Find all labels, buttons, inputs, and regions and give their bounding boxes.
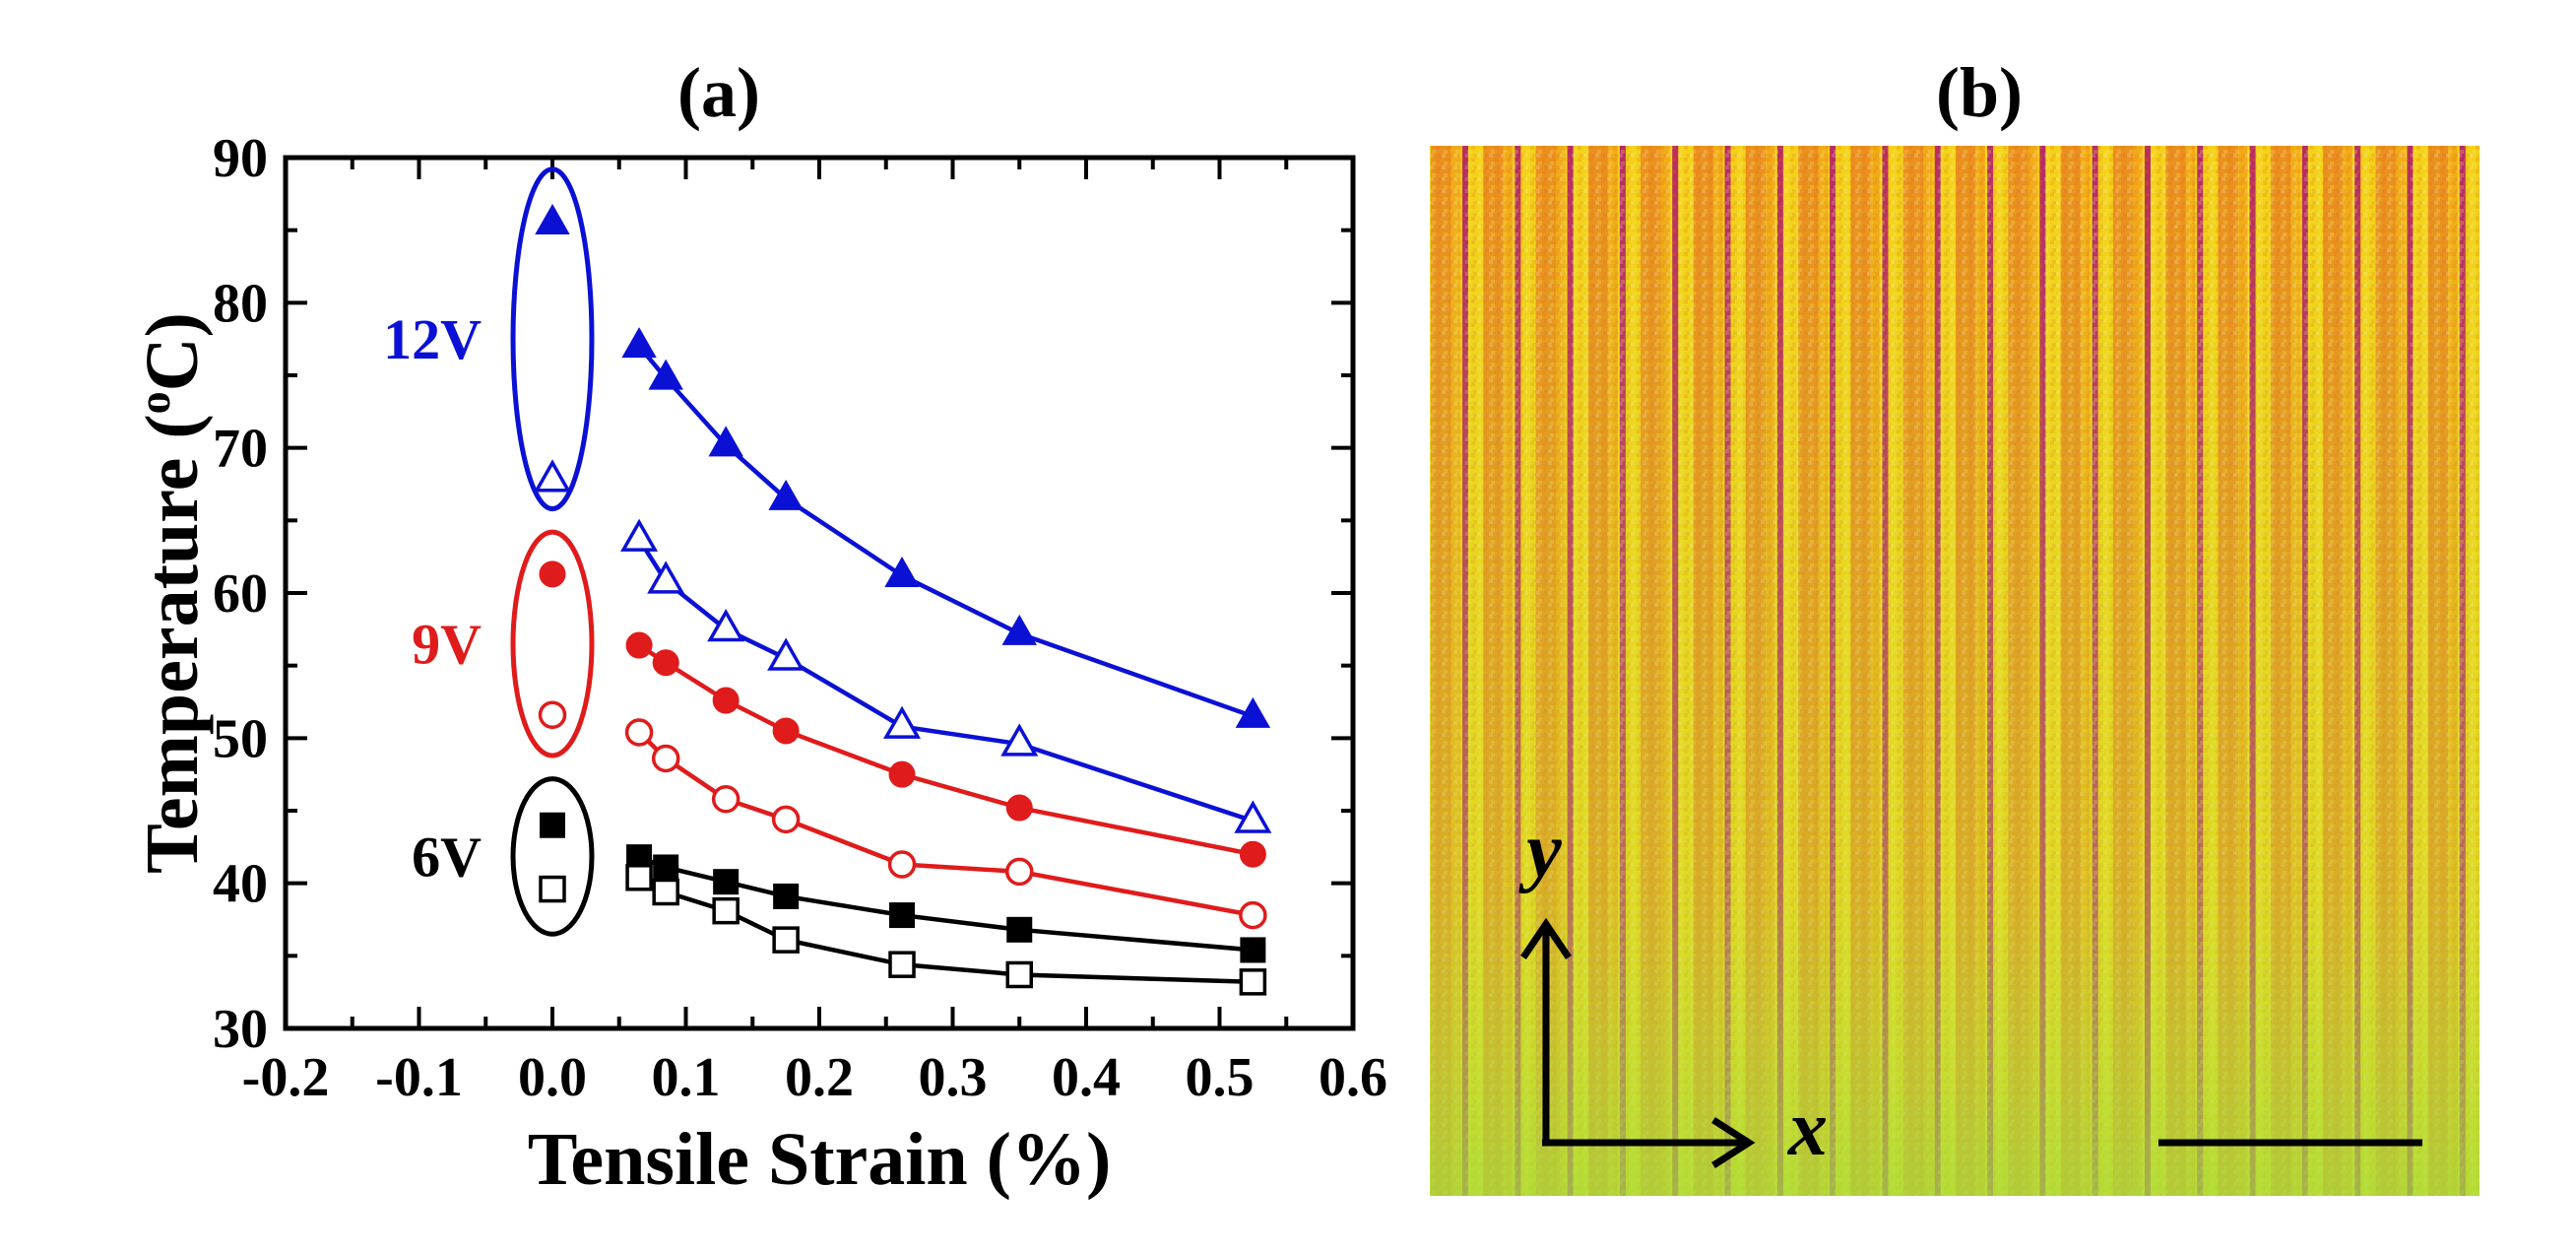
marker-3-6 <box>1239 900 1267 930</box>
marker-1-4 <box>882 705 922 739</box>
marker-3-0 <box>624 718 654 747</box>
y-tick-label: 70 <box>213 419 268 480</box>
series-line-1 <box>637 538 1255 824</box>
marker-2-5 <box>1005 794 1033 822</box>
marker-2-4 <box>888 760 916 788</box>
series-line-0 <box>637 345 1255 719</box>
marker-0-5 <box>1001 614 1037 645</box>
y-tick-label: 60 <box>213 563 268 625</box>
x-tick-label: 0.1 <box>652 1047 721 1108</box>
marker-3-5 <box>1005 857 1034 887</box>
marker-1-1 <box>647 561 685 594</box>
y-axis-title: Temperature (oC) <box>129 312 214 874</box>
panel-a-label: (a) <box>677 53 760 132</box>
marker-0-4 <box>884 556 920 587</box>
marker-1-6 <box>1234 800 1272 833</box>
marker-4-6 <box>1240 937 1266 963</box>
marker-0-1 <box>648 359 683 390</box>
group-label-6V: 6V <box>412 824 482 889</box>
panel-a-chart: (a) 30 40 50 60 70 80 90 -0.2 -0.1 0.0 0.1 0.2 0.3 0… <box>129 53 1387 1201</box>
group-label-12V: 12V <box>383 307 482 371</box>
x-tick-label: -0.1 <box>375 1047 463 1108</box>
x-tick-label: 0.3 <box>919 1047 988 1108</box>
y-tick-label: 80 <box>213 273 268 334</box>
panel-b-thermal-image: (b) y x <box>1430 53 2479 1196</box>
marker-1-5 <box>1000 723 1039 757</box>
x-tick-label: -0.2 <box>242 1047 330 1108</box>
thermal-map <box>1430 146 2479 1196</box>
marker-4-4 <box>889 902 916 929</box>
marker-1-2 <box>707 608 745 642</box>
y-axis-title-main: Temperature ( <box>131 414 214 873</box>
marker-4-5 <box>1006 916 1033 943</box>
marker-2-0 <box>625 631 653 659</box>
x-tick-label: 0.2 <box>785 1047 854 1108</box>
axis-ticks <box>284 156 1355 1030</box>
y-arrow-head <box>1520 917 1572 959</box>
x-tick-label: 0.5 <box>1186 1047 1255 1108</box>
marker-5-6 <box>1239 968 1267 996</box>
x-axis-title: Tensile Strain (%) <box>528 1118 1112 1201</box>
marker-unstrained-2 <box>539 561 566 588</box>
marker-4-1 <box>653 854 679 881</box>
marker-3-3 <box>771 805 801 834</box>
group-label-9V: 9V <box>412 613 482 677</box>
y-tick-label: 40 <box>213 854 268 915</box>
marker-3-1 <box>651 744 680 773</box>
marker-unstrained-3 <box>538 700 567 730</box>
marker-0-2 <box>708 426 743 457</box>
group-ellipse-9V <box>510 529 595 758</box>
marker-5-5 <box>1005 960 1033 989</box>
plot-frame <box>283 155 1356 1031</box>
marker-2-2 <box>712 687 740 714</box>
marker-unstrained-5 <box>539 875 566 903</box>
group-ellipse-6V <box>510 776 595 937</box>
marker-2-6 <box>1239 840 1266 868</box>
group-ellipse-12V <box>510 166 595 512</box>
marker-4-3 <box>773 883 800 909</box>
y-axis-title-sup: o <box>129 391 179 414</box>
data-markers <box>533 203 1272 996</box>
marker-unstrained-4 <box>540 812 565 838</box>
marker-5-2 <box>712 896 740 925</box>
marker-3-4 <box>887 850 917 879</box>
marker-1-3 <box>767 637 805 671</box>
y-tick-label: 30 <box>213 999 268 1060</box>
y-tick-label: 90 <box>213 128 268 189</box>
marker-5-0 <box>625 864 653 891</box>
y-tick-labels: 30 40 50 60 70 80 90 <box>213 128 268 1060</box>
x-tick-label: 0.4 <box>1052 1047 1121 1108</box>
marker-0-3 <box>768 479 804 510</box>
coordinate-axes: y x <box>1517 808 1828 1172</box>
x-axis-letter: x <box>1787 1086 1828 1172</box>
marker-5-4 <box>888 951 916 978</box>
x-tick-label: 0.6 <box>1319 1047 1387 1108</box>
marker-3-2 <box>711 784 741 814</box>
marker-1-0 <box>620 518 659 552</box>
x-tick-labels: -0.2 -0.1 0.0 0.1 0.2 0.3 0.4 0.5 0.6 <box>242 1047 1387 1108</box>
marker-2-1 <box>652 649 679 677</box>
marker-2-3 <box>772 717 800 745</box>
marker-5-1 <box>652 878 679 906</box>
marker-0-0 <box>621 327 657 359</box>
x-arrow-head <box>1711 1117 1756 1168</box>
voltage-groups: 12V 9V 6V <box>383 166 595 937</box>
marker-0-6 <box>1235 696 1271 728</box>
panel-b-label: (b) <box>1936 53 2023 132</box>
thermal-bottom-glow <box>1430 146 2479 1196</box>
marker-unstrained-0 <box>535 203 570 234</box>
x-tick-label: 0.0 <box>518 1047 587 1108</box>
y-axis-title-end: C) <box>131 312 214 391</box>
marker-4-2 <box>713 869 740 895</box>
y-tick-label: 50 <box>213 708 268 769</box>
marker-unstrained-1 <box>533 459 572 493</box>
series-line-2 <box>637 643 1254 857</box>
marker-5-3 <box>772 926 800 954</box>
